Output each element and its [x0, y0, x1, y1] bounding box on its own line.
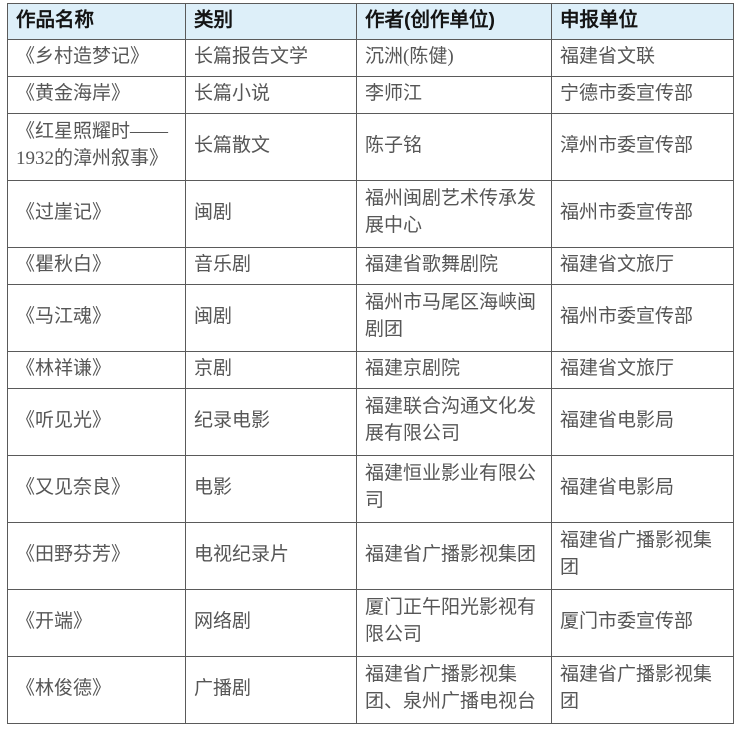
column-header-work-name: 作品名称 — [7, 3, 186, 40]
cell-work_name: 《瞿秋白》 — [7, 246, 186, 285]
cell-category: 电影 — [185, 454, 357, 523]
table-row: 《听见光》 纪录电影 福建联合沟通文化发展有限公司 福建省电影局 — [7, 387, 734, 456]
table-body: 《乡村造梦记》 长篇报告文学 沉洲(陈健) 福建省文联 《黄金海岸》 长篇小说 李师江 宁德市… — [7, 38, 734, 724]
table-row: 《红星照耀时——1932的漳州叙事》 长篇散文 陈子铭 漳州市委宣传部 — [7, 112, 734, 181]
cell-author: 福建京剧院 — [356, 350, 552, 389]
column-header-author: 作者(创作单位) — [356, 3, 552, 40]
cell-work_name: 《红星照耀时——1932的漳州叙事》 — [7, 112, 186, 181]
works-table: 作品名称 类别 作者(创作单位) 申报单位 《乡村造梦记》 长篇报告文学 沉洲(陈健… — [7, 3, 734, 724]
table-row: 《林祥谦》 京剧 福建京剧院 福建省文旅厅 — [7, 350, 734, 389]
cell-category: 闽剧 — [185, 283, 357, 352]
cell-work_name: 《开端》 — [7, 588, 186, 657]
table-row: 《田野芬芳》 电视纪录片 福建省广播影视集团 福建省广播影视集团 — [7, 521, 734, 590]
cell-category: 音乐剧 — [185, 246, 357, 285]
table-row: 《开端》 网络剧 厦门正午阳光影视有限公司 厦门市委宣传部 — [7, 588, 734, 657]
table-row: 《黄金海岸》 长篇小说 李师江 宁德市委宣传部 — [7, 75, 734, 114]
cell-author: 福建省广播影视集团 — [356, 521, 552, 590]
cell-declaring_unit: 福建省广播影视集团 — [551, 655, 734, 724]
table-row: 《瞿秋白》 音乐剧 福建省歌舞剧院 福建省文旅厅 — [7, 246, 734, 285]
cell-declaring_unit: 福建省电影局 — [551, 454, 734, 523]
table-container: 作品名称 类别 作者(创作单位) 申报单位 《乡村造梦记》 长篇报告文学 沉洲(陈健… — [7, 3, 734, 724]
cell-category: 闽剧 — [185, 179, 357, 248]
cell-work_name: 《黄金海岸》 — [7, 75, 186, 114]
cell-category: 京剧 — [185, 350, 357, 389]
cell-declaring_unit: 福州市委宣传部 — [551, 179, 734, 248]
table-row: 《林俊德》 广播剧 福建省广播影视集团、泉州广播电视台 福建省广播影视集团 — [7, 655, 734, 724]
cell-declaring_unit: 宁德市委宣传部 — [551, 75, 734, 114]
cell-category: 广播剧 — [185, 655, 357, 724]
cell-category: 纪录电影 — [185, 387, 357, 456]
cell-work_name: 《林俊德》 — [7, 655, 186, 724]
cell-category: 长篇小说 — [185, 75, 357, 114]
cell-category: 网络剧 — [185, 588, 357, 657]
cell-author: 福建联合沟通文化发展有限公司 — [356, 387, 552, 456]
cell-declaring_unit: 福建省广播影视集团 — [551, 521, 734, 590]
cell-declaring_unit: 福建省文联 — [551, 38, 734, 77]
cell-author: 福建恒业影业有限公司 — [356, 454, 552, 523]
cell-declaring_unit: 厦门市委宣传部 — [551, 588, 734, 657]
cell-author: 福州闽剧艺术传承发展中心 — [356, 179, 552, 248]
cell-category: 电视纪录片 — [185, 521, 357, 590]
cell-work_name: 《乡村造梦记》 — [7, 38, 186, 77]
cell-work_name: 《听见光》 — [7, 387, 186, 456]
cell-author: 沉洲(陈健) — [356, 38, 552, 77]
column-header-declaring-unit: 申报单位 — [551, 3, 734, 40]
cell-declaring_unit: 福建省文旅厅 — [551, 350, 734, 389]
cell-author: 陈子铭 — [356, 112, 552, 181]
cell-work_name: 《过崖记》 — [7, 179, 186, 248]
table-row: 《过崖记》 闽剧 福州闽剧艺术传承发展中心 福州市委宣传部 — [7, 179, 734, 248]
cell-category: 长篇散文 — [185, 112, 357, 181]
table-row: 《又见奈良》 电影 福建恒业影业有限公司 福建省电影局 — [7, 454, 734, 523]
cell-author: 福州市马尾区海峡闽剧团 — [356, 283, 552, 352]
cell-declaring_unit: 福州市委宣传部 — [551, 283, 734, 352]
cell-work_name: 《田野芬芳》 — [7, 521, 186, 590]
cell-declaring_unit: 福建省文旅厅 — [551, 246, 734, 285]
cell-author: 福建省广播影视集团、泉州广播电视台 — [356, 655, 552, 724]
cell-work_name: 《又见奈良》 — [7, 454, 186, 523]
cell-declaring_unit: 漳州市委宣传部 — [551, 112, 734, 181]
cell-author: 李师江 — [356, 75, 552, 114]
table-row: 《马江魂》 闽剧 福州市马尾区海峡闽剧团 福州市委宣传部 — [7, 283, 734, 352]
cell-work_name: 《林祥谦》 — [7, 350, 186, 389]
table-header: 作品名称 类别 作者(创作单位) 申报单位 — [7, 3, 734, 40]
column-header-category: 类别 — [185, 3, 357, 40]
cell-work_name: 《马江魂》 — [7, 283, 186, 352]
cell-author: 福建省歌舞剧院 — [356, 246, 552, 285]
table-header-row: 作品名称 类别 作者(创作单位) 申报单位 — [7, 3, 734, 40]
cell-category: 长篇报告文学 — [185, 38, 357, 77]
cell-author: 厦门正午阳光影视有限公司 — [356, 588, 552, 657]
table-row: 《乡村造梦记》 长篇报告文学 沉洲(陈健) 福建省文联 — [7, 38, 734, 77]
cell-declaring_unit: 福建省电影局 — [551, 387, 734, 456]
